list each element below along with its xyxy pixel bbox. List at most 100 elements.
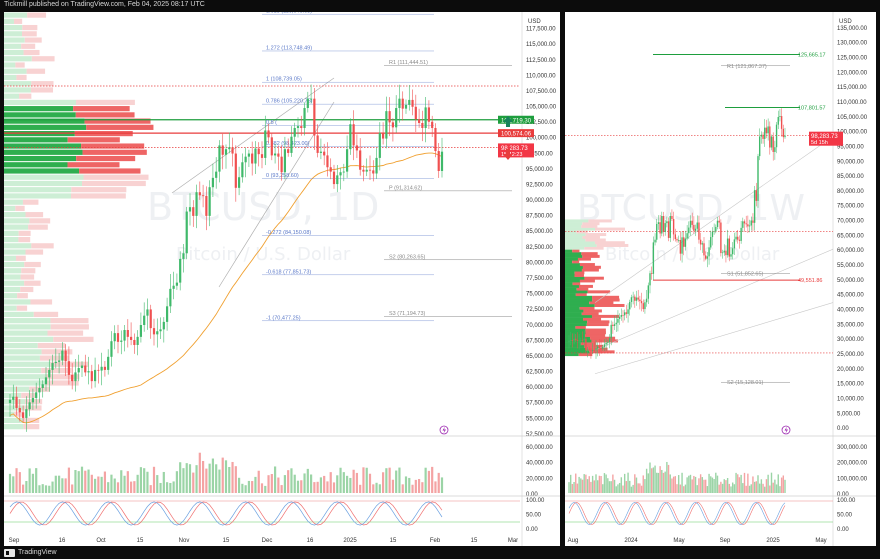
pivot-level-label: S1 (51,852.65) bbox=[727, 271, 764, 277]
candle-body bbox=[408, 99, 411, 105]
pivot-level-label: S3 (71,194.73) bbox=[389, 311, 426, 317]
volume-profile-bar-up bbox=[565, 254, 583, 258]
candle-body bbox=[391, 122, 395, 128]
candle-body bbox=[254, 148, 257, 164]
candle-body bbox=[740, 227, 742, 241]
candle-body bbox=[666, 221, 668, 224]
candle-body bbox=[654, 239, 656, 243]
candle-body bbox=[395, 108, 398, 128]
volume-profile-bar-up bbox=[4, 405, 25, 411]
price-axis-tick: 52,500.00 bbox=[526, 432, 553, 438]
volume-bar bbox=[699, 474, 702, 493]
volume-profile-bar-down bbox=[575, 325, 586, 329]
candle-body bbox=[698, 222, 700, 240]
volume-bar bbox=[726, 477, 729, 493]
volume-profile-bar-up bbox=[4, 212, 26, 218]
volume-profile-bar-up bbox=[565, 350, 590, 354]
volume-profile-bar-down bbox=[50, 318, 89, 324]
volume-profile-bar-up bbox=[565, 331, 586, 335]
volume-axis-tick: 20,000.00 bbox=[526, 476, 553, 482]
price-axis-tick: 90,000.00 bbox=[837, 159, 864, 165]
daily-chart[interactable]: 117,500.00 115,000.00 112,500.00 110,000.00… bbox=[4, 12, 560, 546]
volume-profile-bar-down bbox=[15, 255, 26, 261]
volume-profile-bar-up bbox=[565, 224, 582, 228]
volume-bar bbox=[378, 484, 381, 493]
volume-profile-bar-up bbox=[4, 261, 25, 268]
volume-profile-bar-up bbox=[565, 320, 588, 324]
volume-profile-bar-down bbox=[24, 37, 42, 43]
time-axis-tick: 15 bbox=[137, 538, 144, 544]
volume-profile-bar-down bbox=[73, 106, 130, 112]
candle-body bbox=[662, 215, 665, 233]
price-axis-tick: 95,000.00 bbox=[526, 167, 553, 173]
volume-profile-bar-up bbox=[4, 243, 32, 249]
volume-bar bbox=[598, 475, 601, 493]
candle-body bbox=[770, 136, 773, 148]
volume-bar bbox=[662, 472, 665, 493]
candle-body bbox=[414, 106, 417, 120]
volume-bar bbox=[247, 480, 251, 493]
candle-body bbox=[100, 366, 103, 371]
volume-profile-bar-up bbox=[4, 380, 46, 386]
arrow-down-icon bbox=[503, 149, 513, 160]
volume-bar bbox=[309, 474, 313, 493]
volume-bar bbox=[591, 475, 594, 493]
volume-bar bbox=[693, 475, 695, 493]
weekly-chart-panel[interactable]: 135,000.00 130,000.00 125,000.00 120,000.00… bbox=[565, 12, 876, 546]
candle-body bbox=[41, 384, 44, 388]
price-axis-tick: 112,500.00 bbox=[526, 58, 556, 64]
volume-profile-bar-down bbox=[581, 312, 599, 316]
volume-bar bbox=[738, 477, 741, 493]
volume-bar bbox=[613, 479, 616, 493]
daily-chart-panel[interactable]: 117,500.00 115,000.00 112,500.00 110,000.00… bbox=[4, 12, 560, 546]
volume-profile-bar-down bbox=[14, 411, 23, 417]
candle-body bbox=[323, 151, 326, 156]
volume-bar bbox=[149, 485, 152, 493]
candle-body bbox=[251, 153, 254, 164]
candle-body bbox=[267, 130, 270, 138]
weekly-chart[interactable]: 135,000.00 130,000.00 125,000.00 120,000.00… bbox=[565, 12, 876, 546]
volume-profile-bar-down bbox=[45, 374, 80, 380]
candle-body bbox=[630, 297, 633, 302]
volume-bar bbox=[647, 473, 650, 493]
volume-profile-bar-up bbox=[565, 317, 584, 321]
candle-body bbox=[300, 126, 303, 128]
fib-level-label: 0 (93,258.60) bbox=[266, 173, 299, 179]
volume-axis-tick: 100,000.00 bbox=[837, 476, 868, 482]
volume-bar bbox=[264, 485, 267, 493]
volume-bar bbox=[234, 466, 237, 493]
volume-profile-bar-down bbox=[590, 336, 616, 340]
candle-body bbox=[728, 238, 731, 257]
volume-bar bbox=[575, 473, 577, 493]
volume-bar bbox=[782, 475, 785, 493]
candle-body bbox=[710, 237, 712, 248]
volume-profile-bar-up bbox=[4, 299, 31, 305]
volume-profile-bar-up bbox=[4, 286, 21, 293]
price-axis-tick: 80,000.00 bbox=[837, 189, 864, 195]
volume-bar bbox=[721, 483, 724, 493]
volume-profile-bar-up bbox=[4, 12, 28, 18]
volume-bar bbox=[770, 472, 773, 493]
price-axis-tick: 105,000.00 bbox=[837, 115, 868, 121]
volume-bar bbox=[703, 479, 705, 493]
candle-body bbox=[231, 147, 234, 154]
volume-bar bbox=[580, 478, 582, 493]
volume-profile-bar-up bbox=[4, 305, 17, 311]
volume-bar bbox=[710, 476, 712, 493]
trend-channel-line bbox=[171, 77, 335, 194]
volume-bar bbox=[610, 481, 612, 493]
volume-profile-bar-down bbox=[579, 306, 595, 310]
volume-bar bbox=[110, 474, 113, 493]
candle-body bbox=[188, 207, 192, 212]
time-axis-tick: 16 bbox=[307, 538, 314, 544]
volume-profile-bar-up bbox=[4, 280, 25, 286]
volume-profile-bar-down bbox=[13, 18, 23, 24]
volume-profile-bar-up bbox=[4, 93, 20, 99]
candle-body bbox=[110, 341, 113, 357]
candle-body bbox=[401, 98, 404, 109]
candle-body bbox=[107, 356, 110, 370]
volume-profile-bar-down bbox=[579, 263, 595, 267]
volume-bar bbox=[588, 476, 590, 493]
candle-body bbox=[87, 371, 90, 373]
volume-bar bbox=[218, 469, 221, 493]
